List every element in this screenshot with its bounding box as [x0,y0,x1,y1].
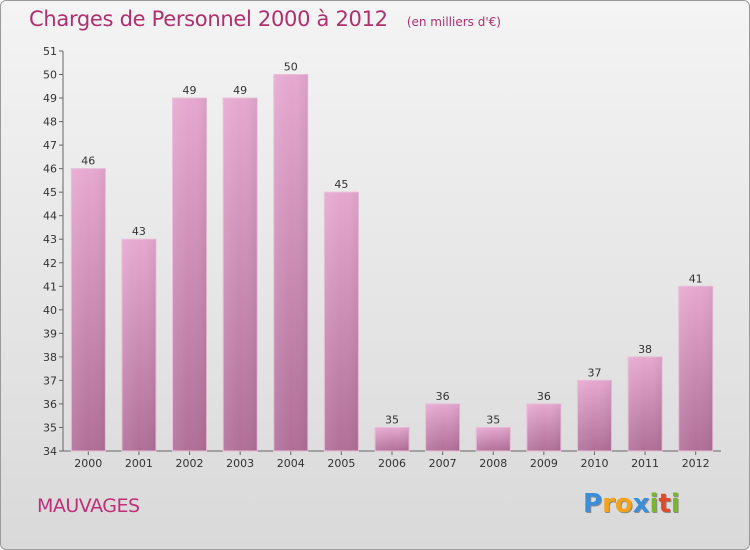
y-tick-label: 45 [43,186,57,199]
y-tick-label: 38 [43,351,57,364]
x-tick-label: 2005 [327,457,355,470]
bar-shine [121,239,156,451]
logo-letter: x [632,489,650,519]
data-label: 41 [689,272,703,285]
data-label: 45 [334,178,348,191]
data-label: 36 [537,390,551,403]
y-tick-label: 50 [43,69,57,82]
logo-letter: i [649,489,659,519]
x-tick-label: 2011 [631,457,659,470]
x-tick-label: 2004 [277,457,305,470]
y-tick-label: 37 [43,374,57,387]
bar-shine [172,98,207,451]
data-label: 46 [81,155,95,168]
y-tick-label: 39 [43,327,57,340]
data-label: 35 [385,413,399,426]
logo-letter: r [602,489,615,519]
bar-shine [375,427,409,451]
x-tick-label: 2006 [378,457,406,470]
x-tick-label: 2010 [580,457,608,470]
bar-shine [71,168,106,451]
bar-shine [223,98,258,451]
bar-shine [425,403,460,451]
x-tick-label: 2009 [530,457,558,470]
data-label: 35 [486,413,500,426]
data-label: 49 [233,84,247,97]
axes: 34 35 36 37 38 39 40 41 42 43 44 45 46 47 48 49 50 51 2000… [43,45,721,470]
data-label: 38 [638,343,652,356]
logo-letter: o [614,489,633,519]
bar-shine [577,380,612,451]
bar-shine [324,192,359,452]
x-tick-label: 2001 [125,457,153,470]
y-tick-label: 34 [43,445,57,458]
chart-subtitle: (en milliers d'€) [406,15,501,29]
x-tick-label: 2002 [176,457,204,470]
y-tick-label: 41 [43,280,57,293]
logo-letter: i [670,489,680,519]
bar-shine [273,74,308,451]
y-tick-label: 43 [43,233,57,246]
y-tick-label: 46 [43,163,57,176]
data-labels: 46 43 49 49 50 45 35 36 35 36 37 38 41 [81,61,702,427]
y-tick-label: 48 [43,116,57,129]
data-label: 50 [284,61,298,74]
bar-shine [476,427,511,451]
bar-shine [628,356,663,451]
chart-title: Charges de Personnel 2000 à 2012 [29,7,388,31]
x-tick-label: 2012 [682,457,710,470]
bar-shine [526,403,561,451]
x-tick-label: 2003 [226,457,254,470]
bar-shine [678,286,713,451]
data-label: 37 [587,366,601,379]
y-tick-label: 40 [43,304,57,317]
x-tick-label: 2000 [74,457,102,470]
y-tick-label: 36 [43,398,57,411]
logo-letter: P [583,489,603,519]
y-tick-label: 49 [43,92,57,105]
y-tick-label: 42 [43,257,57,270]
logo-letter: t [658,489,671,519]
data-label: 36 [436,390,450,403]
x-tick-label: 2007 [429,457,457,470]
data-label: 43 [132,225,146,238]
y-tick-label: 47 [43,139,57,152]
commune-name: MAUVAGES [37,495,140,517]
proxiti-logo: Proxiti [583,489,680,519]
bars [70,74,714,452]
y-tick-label: 51 [43,45,57,58]
x-tick-label: 2008 [479,457,507,470]
data-label: 49 [183,84,197,97]
y-tick-label: 35 [43,421,57,434]
title-row: Charges de Personnel 2000 à 2012 (en mil… [29,7,501,31]
y-tick-label: 44 [43,210,57,223]
